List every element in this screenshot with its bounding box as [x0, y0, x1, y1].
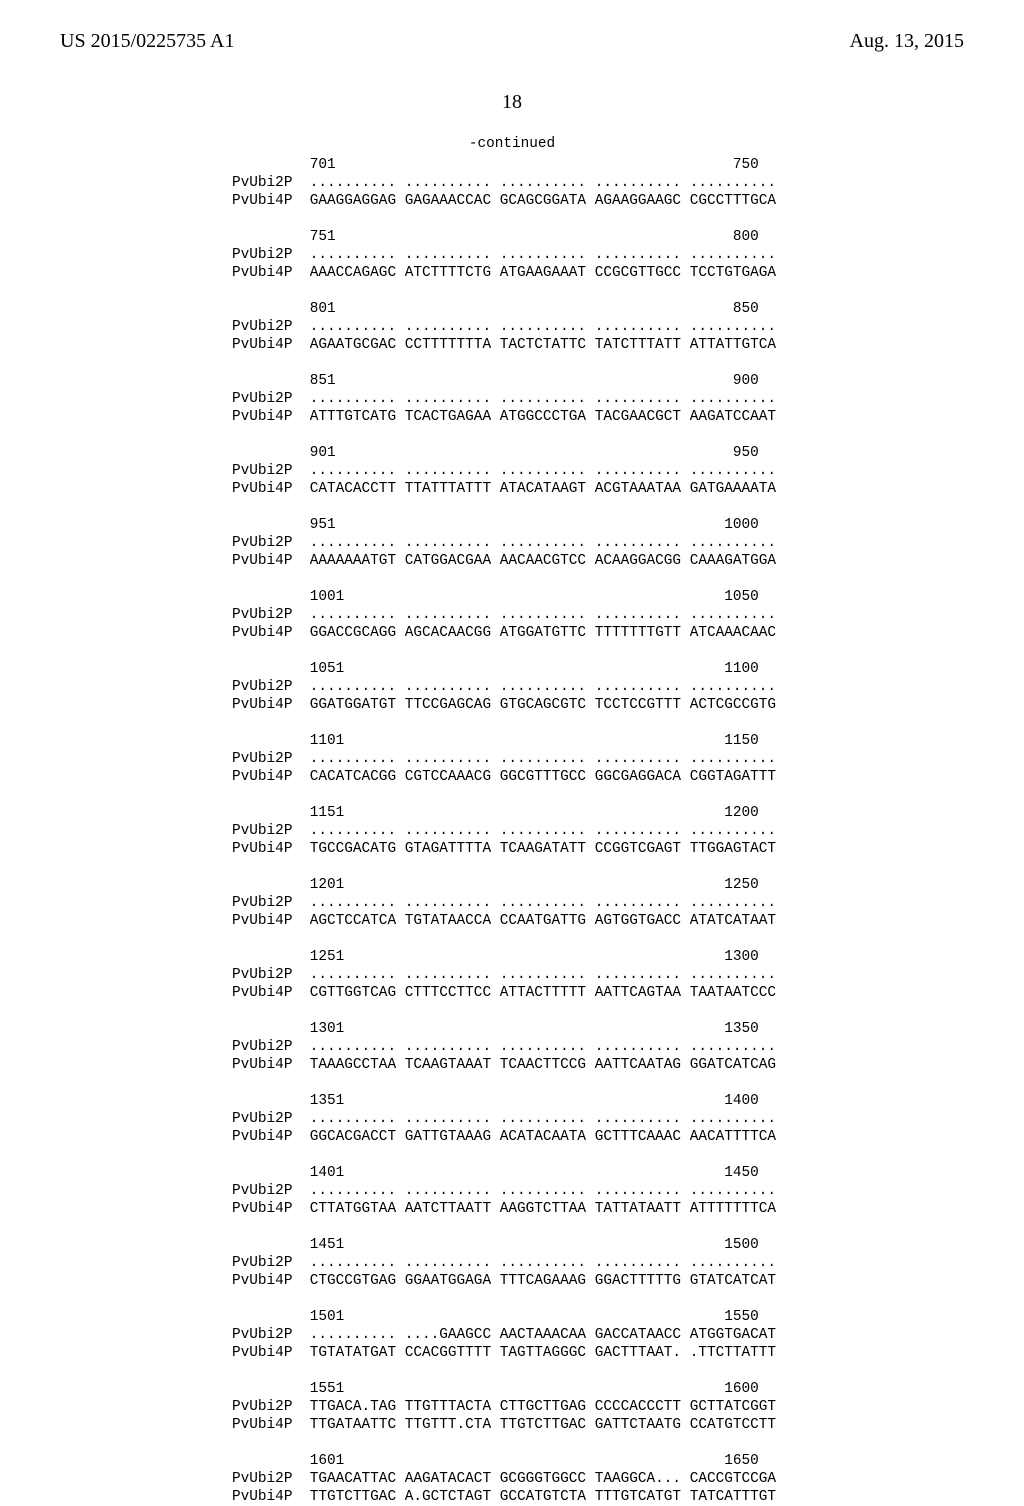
page: US 2015/0225735 A1 Aug. 13, 2015 18 -con…: [0, 0, 1024, 1506]
patent-number: US 2015/0225735 A1: [60, 30, 234, 53]
continued-label: -continued: [0, 136, 1024, 152]
publication-date: Aug. 13, 2015: [850, 30, 964, 53]
page-number: 18: [0, 91, 1024, 114]
sequence-alignment: 701 750 PvUbi2P .......... .......... ..…: [232, 156, 792, 1506]
page-header: US 2015/0225735 A1 Aug. 13, 2015: [0, 30, 1024, 61]
